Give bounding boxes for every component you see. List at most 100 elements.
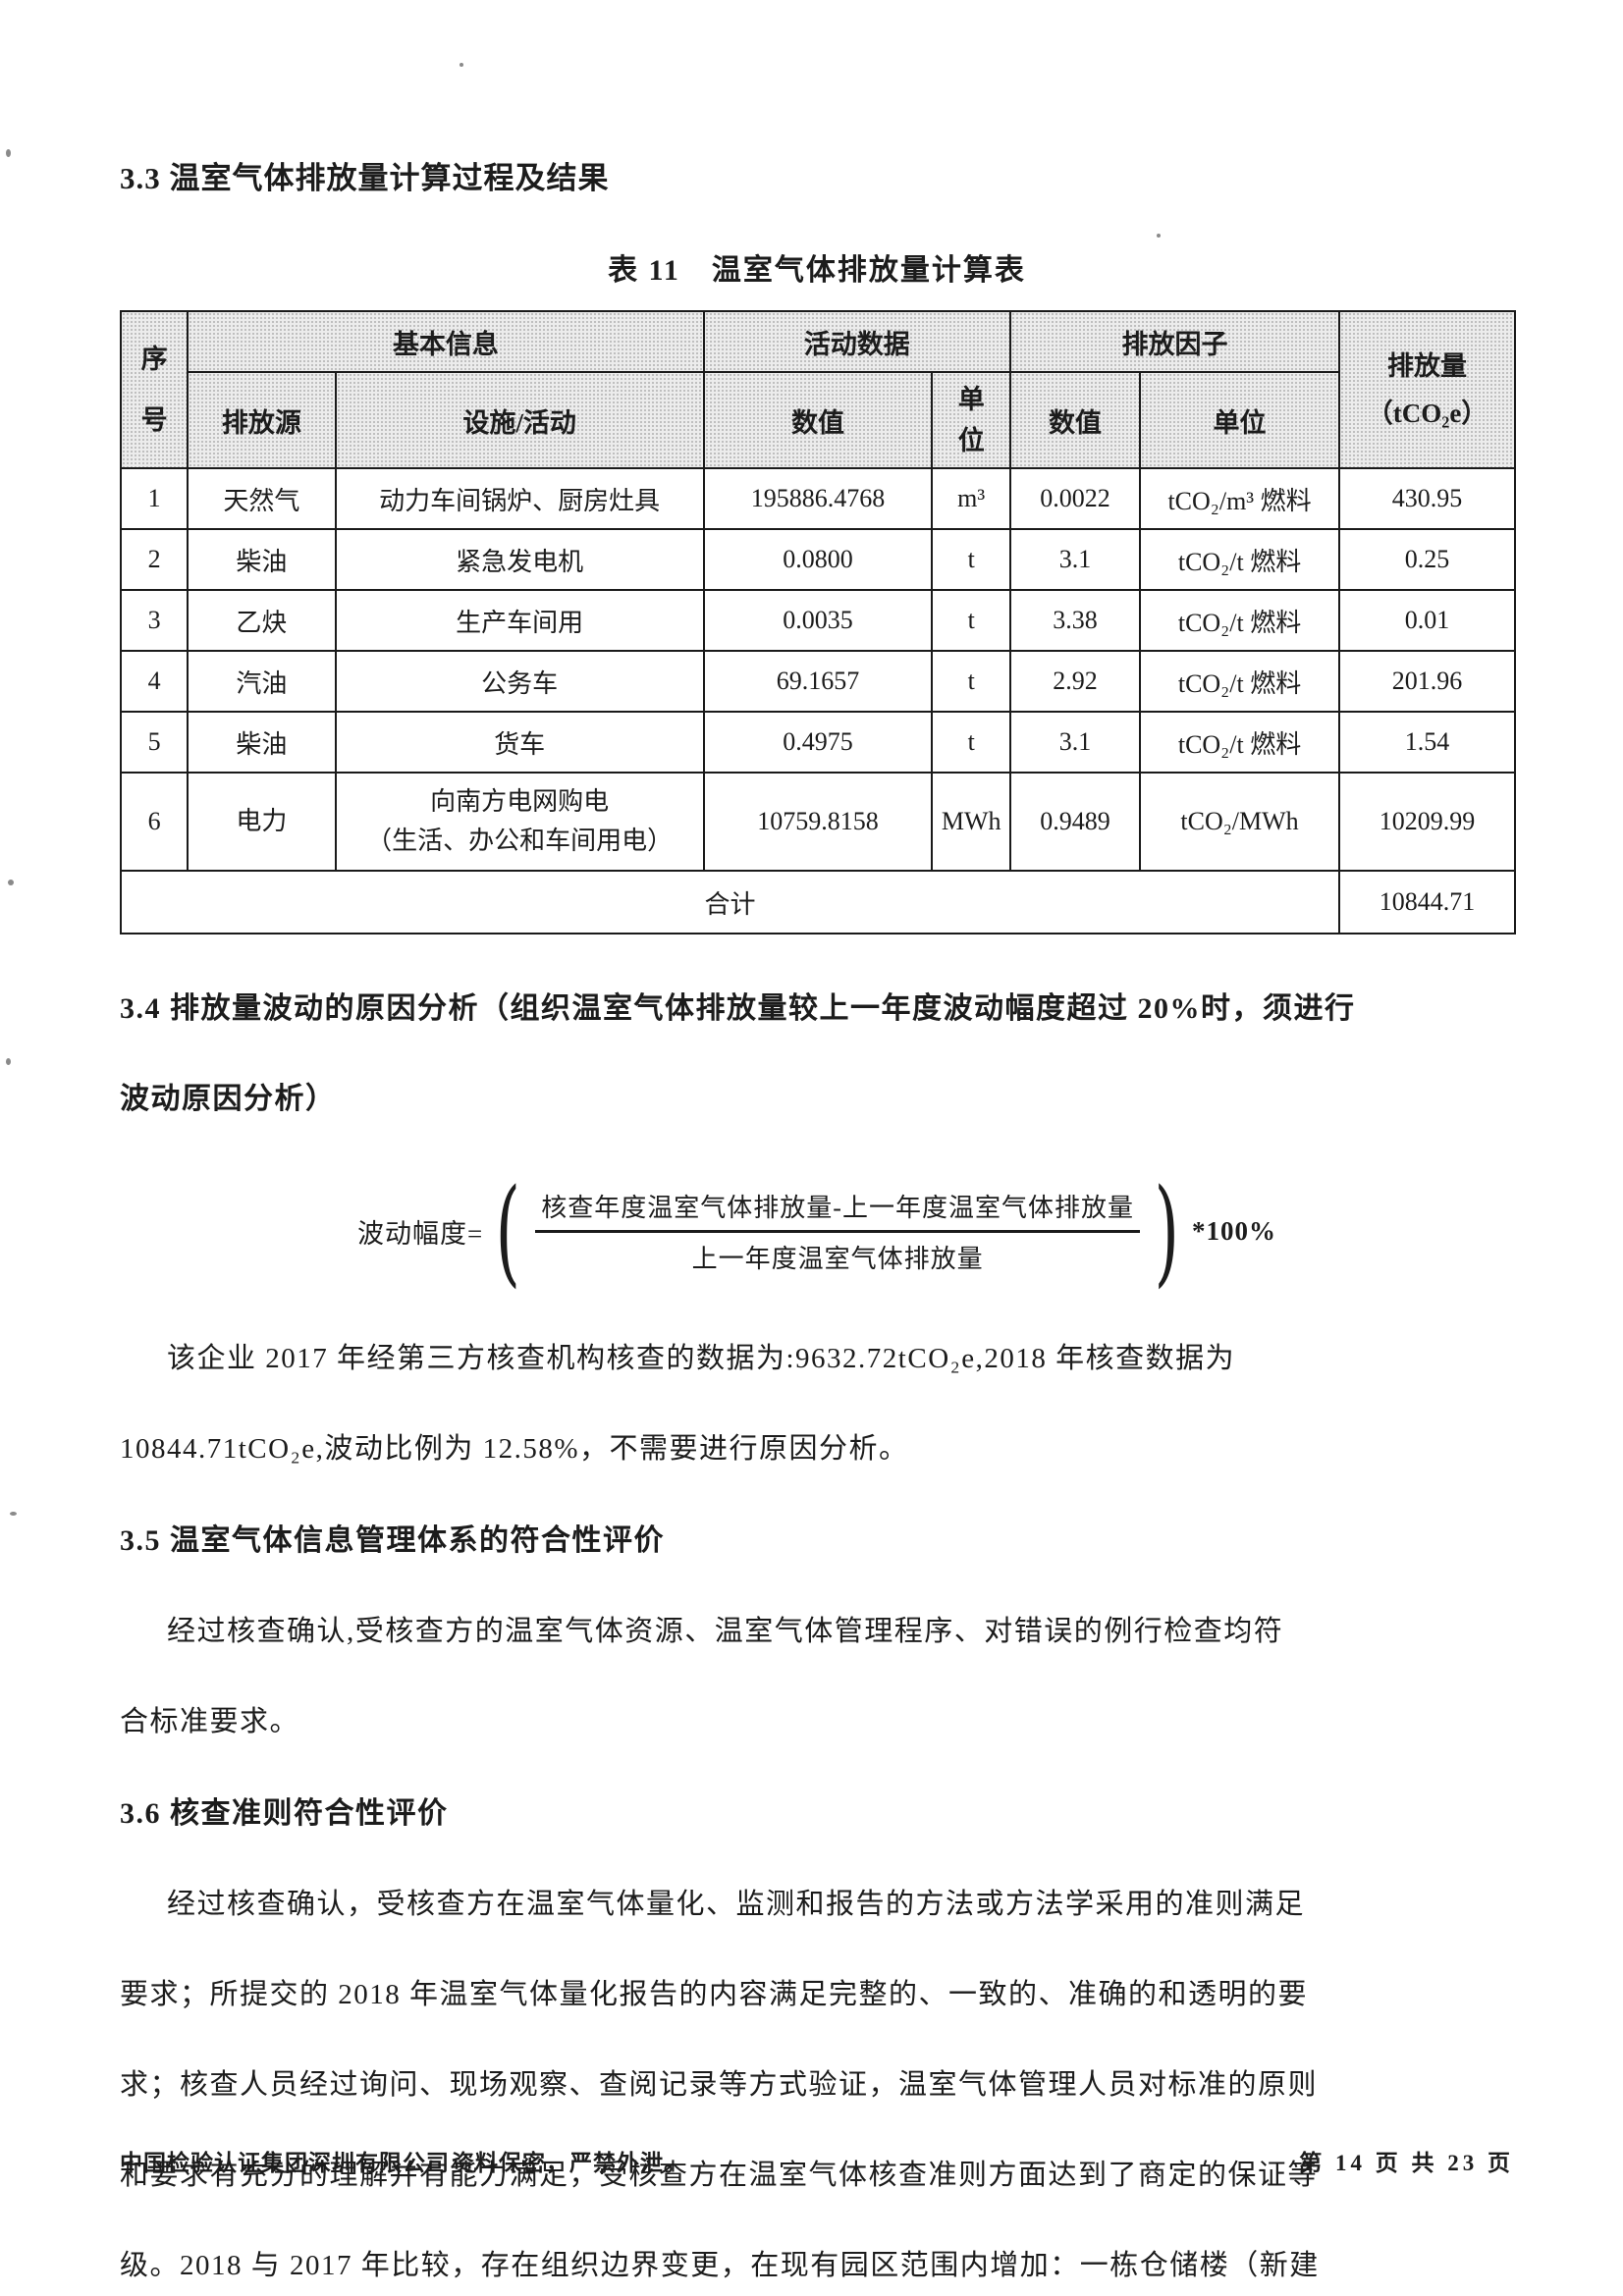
section-3-5-heading: 3.5 温室气体信息管理体系的符合性评价: [120, 1524, 665, 1557]
para-3-5-line1: 经过核查确认,受核查方的温室气体资源、温室气体管理程序、对错误的例行检查均符: [167, 1616, 1284, 1647]
section-3-6-heading: 3.6 核查准则符合性评价: [120, 1797, 449, 1830]
para-3-4-line1: 该企业 2017 年经第三方核查机构核查的数据为:9632.72tCO₂e,20…: [167, 1343, 1236, 1374]
page-footer: 中国检验认证集团深圳有限公司 资料保密，严禁外泄。 第 14 页 共 23 页: [120, 2144, 1514, 2177]
table-row: 1 天然气 动力车间锅炉、厨房灶具 195886.4768 m³ 0.0022 …: [119, 467, 1516, 530]
activity-unit-cell: m³: [931, 467, 1011, 530]
col-header-activity-unit: 单 位: [931, 371, 1011, 469]
activity-unit-cell: t: [931, 528, 1011, 591]
emission-cell: 0.25: [1338, 528, 1516, 591]
emission-cell: 0.01: [1338, 589, 1516, 652]
formula-denominator: 上一年度温室气体排放量: [691, 1244, 984, 1273]
activity-unit-cell: t: [931, 650, 1011, 713]
activity-unit-cell: MWh: [931, 772, 1011, 872]
activity-unit-cell: t: [931, 589, 1011, 652]
para-3-6-line1: 经过核查确认，受核查方在温室气体量化、监测和报告的方法或方法学采用的准则满足: [167, 1889, 1306, 1920]
total-label-cell: 合计: [119, 870, 1341, 934]
col-header-factor-value: 数值: [1008, 371, 1142, 469]
close-paren: ): [1154, 1163, 1180, 1299]
factor-unit-cell: tCO₂/t 燃料: [1138, 650, 1341, 713]
scan-artifact: [1157, 234, 1161, 238]
activity-value-cell: 195886.4768: [702, 467, 934, 530]
factor-unit-cell: tCO₂/MWh: [1138, 772, 1341, 872]
source-cell: 柴油: [187, 711, 337, 774]
emission-cell: 201.96: [1338, 650, 1516, 713]
section-3-4-heading-line2: 波动原因分析）: [120, 1083, 337, 1115]
factor-value-cell: 0.0022: [1008, 467, 1142, 530]
col-header-facility: 设施/活动: [334, 371, 705, 469]
emission-cell: 430.95: [1338, 467, 1516, 530]
col-header-source: 排放源: [187, 371, 337, 469]
facility-cell: 动力车间锅炉、厨房灶具: [334, 467, 705, 530]
source-cell: 柴油: [187, 528, 337, 591]
col-header-activity-value: 数值: [702, 371, 934, 469]
factor-value-cell: 3.1: [1008, 528, 1142, 591]
seq-cell: 6: [119, 772, 189, 872]
activity-value-cell: 0.4975: [702, 711, 934, 774]
seq-cell: 1: [119, 467, 189, 530]
facility-cell: 紧急发电机: [334, 528, 705, 591]
col-header-factor-unit: 单位: [1138, 371, 1341, 469]
seq-cell: 4: [119, 650, 189, 713]
factor-unit-cell: tCO₂/t 燃料: [1138, 589, 1341, 652]
factor-unit-cell: tCO₂/t 燃料: [1138, 528, 1341, 591]
total-value-cell: 10844.71: [1338, 870, 1516, 934]
para-3-4-line2: 10844.71tCO₂e,波动比例为 12.58%，不需要进行原因分析。: [120, 1433, 909, 1465]
table-total-row: 合计 10844.71: [119, 870, 1516, 934]
footer-company: 中国检验认证集团深圳有限公司: [120, 2151, 450, 2175]
factor-value-cell: 0.9489: [1008, 772, 1142, 872]
source-cell: 天然气: [187, 467, 337, 530]
scan-artifact: [460, 63, 463, 67]
formula-lhs: 波动幅度=: [357, 1218, 484, 1249]
seq-cell: 5: [119, 711, 189, 774]
factor-value-cell: 3.1: [1008, 711, 1142, 774]
table-row: 3 乙炔 生产车间用 0.0035 t 3.38 tCO₂/t 燃料 0.01: [119, 589, 1516, 652]
activity-unit-cell: t: [931, 711, 1011, 774]
table-row: 4 汽油 公务车 69.1657 t 2.92 tCO₂/t 燃料 201.96: [119, 650, 1516, 713]
table-11-caption: 表 11 温室气体排放量计算表: [608, 254, 1026, 287]
para-3-6-line3: 求；核查人员经过询问、现场观察、查阅记录等方式验证，温室气体管理人员对标准的原则: [120, 2069, 1319, 2101]
emission-cell: 1.54: [1338, 711, 1516, 774]
table-row: 6 电力 向南方电网购电 （生活、办公和车间用电） 10759.8158 MWh…: [119, 772, 1516, 872]
activity-value-cell: 69.1657: [702, 650, 934, 713]
source-cell: 电力: [187, 772, 337, 872]
para-3-6-line5: 级。2018 与 2017 年比较，存在组织边界变更，在现有园区范围内增加：一栋…: [120, 2250, 1320, 2281]
formula-fraction: 核查年度温室气体排放量-上一年度温室气体排放量 上一年度温室气体排放量: [535, 1188, 1140, 1275]
emission-cell: 10209.99: [1338, 772, 1516, 872]
activity-value-cell: 0.0035: [702, 589, 934, 652]
open-paren: (: [495, 1163, 521, 1299]
footer-page-number: 第 14 页 共 23 页: [1299, 2151, 1514, 2175]
factor-unit-cell: tCO₂/m³ 燃料: [1138, 467, 1341, 530]
facility-cell: 货车: [334, 711, 705, 774]
fluctuation-formula: 波动幅度= ( 核查年度温室气体排放量-上一年度温室气体排放量 上一年度温室气体…: [120, 1162, 1514, 1300]
seq-cell: 2: [119, 528, 189, 591]
section-3-4-heading-line1: 3.4 排放量波动的原因分析（组织温室气体排放量较上一年度波动幅度超过 20%时…: [120, 992, 1356, 1025]
formula-suffix: *100%: [1192, 1215, 1276, 1246]
scan-artifact: [10, 1512, 17, 1516]
factor-unit-cell: tCO₂/t 燃料: [1138, 711, 1341, 774]
facility-cell: 向南方电网购电 （生活、办公和车间用电）: [334, 772, 705, 872]
col-header-seq: 序 号: [119, 310, 189, 469]
footer-confidential-notice: 资料保密，严禁外泄。: [452, 2151, 687, 2175]
activity-value-cell: 10759.8158: [702, 772, 934, 872]
seq-cell: 3: [119, 589, 189, 652]
col-header-basic-info: 基本信息: [187, 310, 705, 373]
para-3-6-line4: 和要求有充分的理解并有能力满足，受核查方在温室气体核查准则方面达到了商定的保证等: [120, 2160, 1319, 2191]
table-row: 5 柴油 货车 0.4975 t 3.1 tCO₂/t 燃料 1.54: [119, 711, 1516, 774]
facility-cell: 生产车间用: [334, 589, 705, 652]
col-header-emission-factor: 排放因子: [1008, 310, 1341, 373]
table-row: 2 柴油 紧急发电机 0.0800 t 3.1 tCO₂/t 燃料 0.25: [119, 528, 1516, 591]
para-3-5-line2: 合标准要求。: [120, 1706, 300, 1737]
ghg-emission-calc-table: 序 号 基本信息 活动数据 排放因子 排放量 （tCO₂e） 排放源 设施/活动…: [119, 310, 1516, 934]
factor-value-cell: 2.92: [1008, 650, 1142, 713]
scan-artifact: [6, 1058, 11, 1065]
source-cell: 乙炔: [187, 589, 337, 652]
section-3-3-heading: 3.3 温室气体排放量计算过程及结果: [120, 161, 610, 195]
page-content: 3.3 温室气体排放量计算过程及结果 表 11 温室气体排放量计算表 序 号 基…: [119, 0, 1516, 2296]
scan-artifact: [6, 149, 11, 157]
factor-value-cell: 3.38: [1008, 589, 1142, 652]
facility-cell: 公务车: [334, 650, 705, 713]
para-3-6-line2: 要求；所提交的 2018 年温室气体量化报告的内容满足完整的、一致的、准确的和透…: [120, 1979, 1309, 2010]
col-header-activity-data: 活动数据: [702, 310, 1011, 373]
col-header-emission-amount: 排放量 （tCO₂e）: [1338, 310, 1516, 469]
